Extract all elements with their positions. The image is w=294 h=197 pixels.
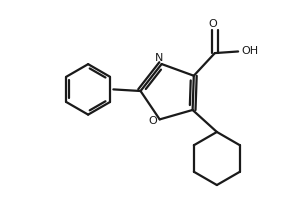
Text: O: O — [148, 116, 157, 126]
Text: OH: OH — [241, 46, 258, 57]
Text: N: N — [155, 53, 163, 63]
Text: O: O — [209, 19, 218, 29]
